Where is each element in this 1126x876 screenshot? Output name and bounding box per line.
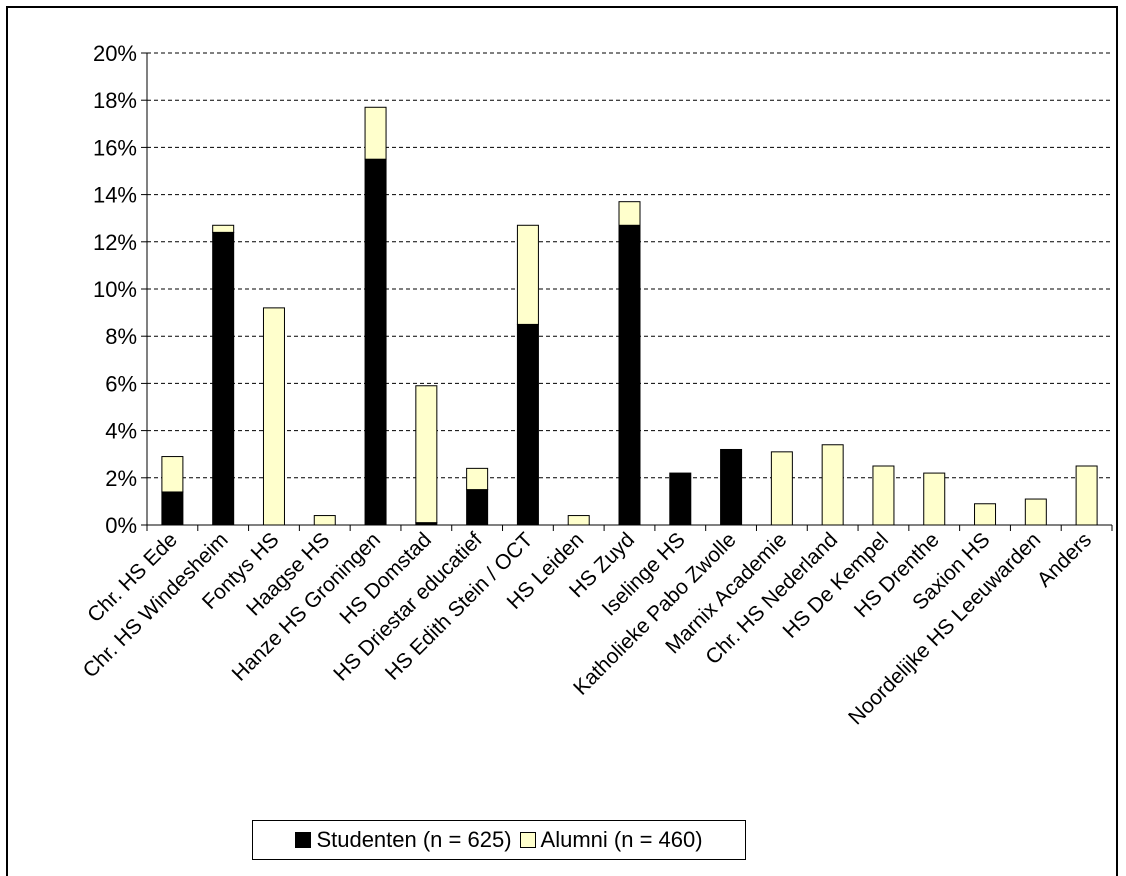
x-category-label: Anders [1033,528,1096,591]
bar-alumni [262,307,285,526]
bar-alumni [161,456,184,493]
y-tick-label: 4% [105,419,137,444]
y-tick-label: 0% [105,513,137,538]
bars [161,106,1098,526]
legend-label-alumni: Alumni (n = 460) [540,827,703,852]
bar-studenten [161,491,184,526]
bar-studenten [669,472,692,526]
legend-item-studenten: Studenten (n = 625) [295,827,512,853]
bar-alumni [1075,465,1098,526]
bar-studenten [466,489,489,526]
legend-item-alumni: Alumni (n = 460) [519,827,703,853]
bar-studenten [364,158,387,526]
legend-swatch-studenten [295,832,312,848]
bar-alumni [466,467,489,491]
bar-alumni [974,503,997,526]
bar-alumni [872,465,895,526]
y-tick-label: 18% [93,88,137,113]
y-tick-label: 16% [93,135,137,160]
bar-alumni [821,444,844,526]
legend-label-studenten: Studenten (n = 625) [316,827,512,852]
bar-alumni [770,451,793,526]
bar-studenten [212,231,235,526]
legend-swatch-alumni [519,832,536,848]
bar-studenten [720,448,743,526]
legend: Studenten (n = 625) Alumni (n = 460) [252,820,746,860]
y-tick-label: 20% [93,41,137,66]
y-tick-label: 10% [93,277,137,302]
y-tick-label: 14% [93,183,137,208]
bar-alumni [212,224,235,233]
y-tick-label: 12% [93,230,137,255]
bar-alumni [618,201,641,226]
bar-alumni [567,515,590,526]
y-tick-label: 2% [105,466,137,491]
bar-alumni [415,385,438,524]
chart-frame [6,6,1118,876]
bar-alumni [923,472,946,526]
bar-alumni [1024,498,1047,526]
bar-alumni [516,224,539,325]
y-tick-labels: 0% 2% 4% 6% 8% 10% 12% 14% 16% 18% 20% [93,41,137,538]
bar-alumni [313,515,336,526]
bar-alumni [364,106,387,160]
bar-studenten [516,323,539,526]
bar-studenten [618,224,641,526]
y-tick-label: 6% [105,371,137,396]
y-tick-label: 8% [105,324,137,349]
